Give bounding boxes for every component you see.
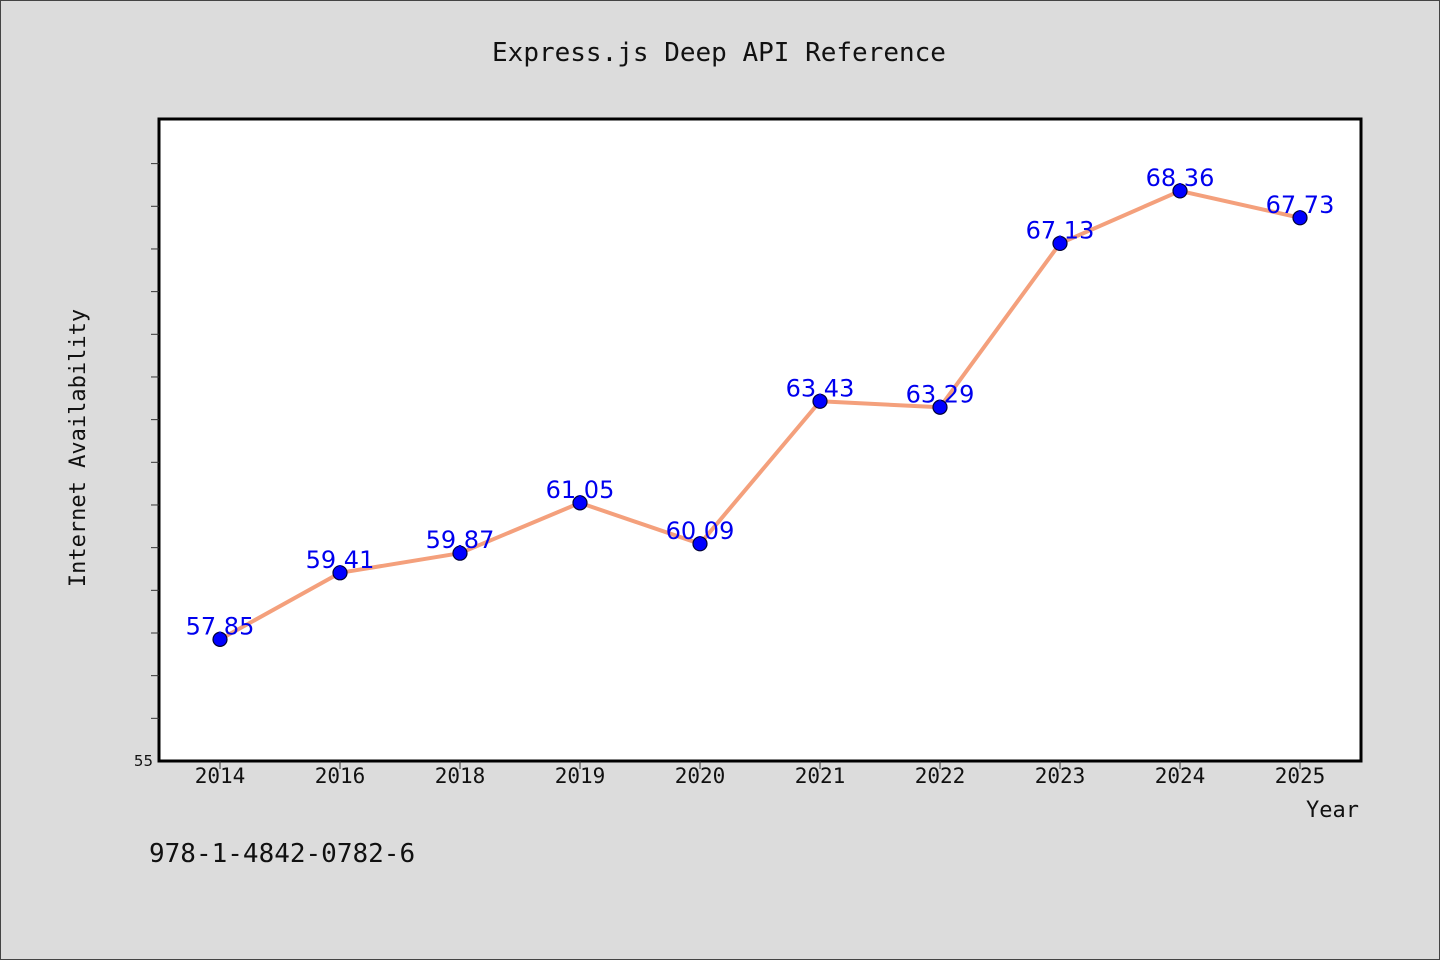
chart-title: Express.js Deep API Reference (492, 38, 946, 68)
series-markers (212, 183, 1308, 647)
y-axis-tick-labels: 55 (134, 752, 153, 770)
data-label-2019: 61.05 (546, 476, 615, 504)
plot-area (157, 117, 1363, 763)
isbn-text: 978-1-4842-0782-6 (149, 839, 415, 869)
x-axis-tick-labels: 2014 2016 2018 2019 2020 2021 2022 2023 2024 2025 (195, 764, 1326, 788)
data-point-2018 (452, 545, 468, 561)
series-line (218, 188, 1302, 642)
data-point-2020 (692, 536, 708, 552)
data-point-2016 (332, 565, 348, 581)
x-tick-label-2025: 2025 (1275, 764, 1326, 788)
data-point-2022 (932, 399, 948, 415)
x-tick-label-2019: 2019 (555, 764, 606, 788)
y-axis-ticks (151, 163, 159, 719)
y-axis-label: Internet Availability (66, 309, 91, 587)
x-tick-label-2020: 2020 (675, 764, 726, 788)
data-point-2014 (212, 631, 228, 647)
x-tick-label-2014: 2014 (195, 764, 246, 788)
data-label-2023: 67.13 (1026, 216, 1095, 244)
y-tick-label-55: 55 (134, 752, 153, 770)
data-point-2025 (1292, 210, 1308, 226)
x-axis-label: Year (1306, 798, 1359, 823)
x-tick-label-2022: 2022 (915, 764, 966, 788)
data-label-2014: 57.85 (186, 612, 255, 640)
x-tick-label-2016: 2016 (315, 764, 366, 788)
x-tick-label-2024: 2024 (1155, 764, 1206, 788)
data-point-2019 (572, 495, 588, 511)
x-tick-label-2021: 2021 (795, 764, 846, 788)
data-label-2024: 68.36 (1146, 164, 1215, 192)
x-tick-label-2018: 2018 (435, 764, 486, 788)
data-point-2023 (1052, 235, 1068, 252)
x-tick-label-2023: 2023 (1035, 764, 1086, 788)
data-label-2022: 63.29 (906, 380, 975, 408)
data-label-2020: 60.09 (666, 517, 735, 545)
data-label-2016: 59.41 (306, 546, 375, 574)
x-axis-ticks (219, 761, 1301, 769)
data-labels: 57.85 59.41 59.87 61.05 60.09 63.43 63.29 67.13… (186, 164, 1335, 640)
data-label-2021: 63.43 (786, 374, 855, 402)
data-point-2024 (1172, 183, 1188, 199)
data-label-2025: 67.73 (1266, 191, 1335, 219)
data-label-2018: 59.87 (426, 526, 495, 554)
data-point-2021 (812, 393, 828, 409)
